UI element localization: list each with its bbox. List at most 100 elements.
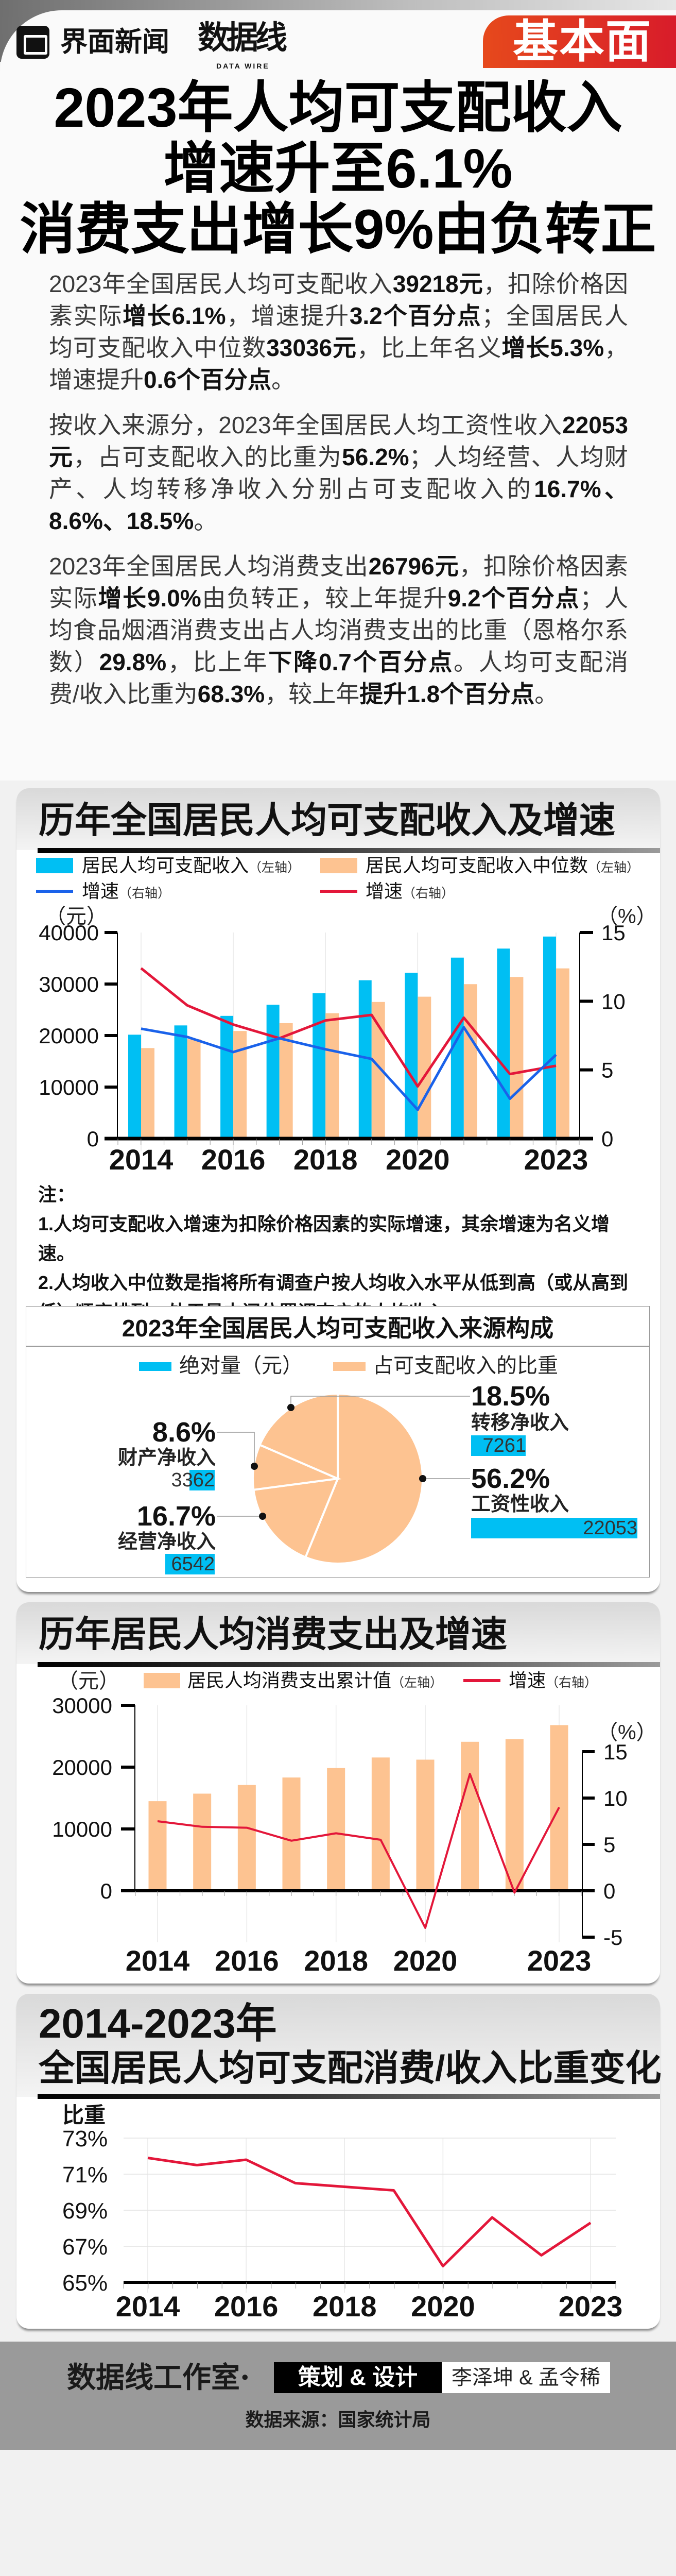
bar-median-2015 — [187, 1039, 201, 1139]
left-tick-label: 40000 — [39, 921, 99, 945]
bar-income-2022 — [497, 948, 510, 1139]
pie-title: 2023年全国居民人均可支配收入来源构成 — [122, 1315, 554, 1342]
left-axis-unit: （元） — [45, 905, 107, 928]
body-text: ，占可支配收入的比重为 — [73, 444, 342, 470]
left-tick-label: 0 — [100, 1879, 112, 1903]
chart-notes: 注： 1.人均可支配收入增速为扣除价格因素的实际增速，其余增速为名义增速。 2.… — [38, 1180, 640, 1327]
legend-real-growth: 增速（右轴） — [82, 880, 171, 902]
y-tick-label: 73% — [62, 2126, 108, 2151]
legend-share: 占可支配收入的比重 — [373, 1354, 558, 1377]
pie-label-wage-pct: 56.2% — [471, 1463, 550, 1494]
badge-label: 基本面 — [513, 16, 652, 67]
pie-label-business-pct: 16.7% — [136, 1501, 216, 1532]
bar-median-2014 — [141, 1048, 154, 1139]
body-text: ；全国居民人均可支配收入中位数 — [49, 302, 628, 361]
legend-consumption: 居民人均消费支出累计值（左轴） — [187, 1670, 443, 1691]
title-underline — [38, 2094, 660, 2099]
legend-line-real-growth — [36, 890, 73, 893]
highlight-text: 68.3% — [197, 681, 265, 707]
studio-name: 数据线工作室· — [67, 2361, 250, 2395]
body-text: 2023年全国居民人均消费支出 — [49, 553, 369, 580]
body-text: 2023年全国居民人均可支配收入 — [49, 270, 393, 297]
paragraph-income-source: 按收入来源分，2023年全国居民人均工资性收入22053元，占可支配收入的比重为… — [49, 409, 628, 537]
left-tick-label: 0 — [87, 1127, 99, 1151]
title-underline — [38, 848, 660, 853]
legend-swatch-absolute — [139, 1362, 171, 1371]
body-text: 。人均可支配消费/收入比重为 — [49, 649, 629, 707]
paragraph-consumption: 2023年全国居民人均消费支出26796元，扣除价格因素实际增长9.0%由负转正… — [49, 550, 628, 710]
pie-label-wage: 工资性收入 — [471, 1494, 569, 1515]
data-source: 数据来源：国家统计局 — [245, 2409, 431, 2430]
headline-line-1: 2023年人均可支配收入 — [54, 76, 622, 139]
y-tick-label: 69% — [62, 2198, 108, 2224]
bar-income-2014 — [128, 1035, 141, 1139]
x-tick-label: 2018 — [293, 1143, 358, 1176]
legend-swatch-income — [36, 858, 73, 873]
left-axis-unit: （元） — [58, 1670, 119, 1692]
leader-line — [217, 1432, 255, 1466]
left-tick-label: 30000 — [39, 972, 99, 996]
ratio-chart-title-line-1: 2014-2023年 — [39, 2001, 277, 2046]
pie-label-property: 财产净收入 — [117, 1447, 216, 1469]
right-tick-label: 15 — [603, 1740, 628, 1764]
bar-consumption-2021 — [461, 1741, 479, 1891]
bar-income-2016 — [220, 1015, 234, 1139]
body-text: ，增速提升 — [226, 302, 350, 329]
left-tick-label: 10000 — [39, 1075, 99, 1099]
leader-line — [290, 1396, 470, 1408]
legend-swatch-consumption — [144, 1673, 180, 1688]
leader-dot — [287, 1404, 294, 1411]
legend-line-median-growth — [320, 890, 357, 893]
highlight-text: 9.2个百分点 — [447, 585, 580, 612]
body-text: ，比上年名义 — [356, 334, 502, 361]
body-text: ，扣除价格因素实际 — [49, 270, 628, 329]
right-tick-label: 10 — [601, 989, 626, 1013]
x-tick-label: 2018 — [313, 2290, 377, 2323]
bar-median-2021 — [463, 984, 477, 1139]
brand-jiemian: 界面新闻 — [60, 27, 169, 57]
left-tick-label: 20000 — [39, 1024, 99, 1048]
credit-role: 策划 & 设计 — [274, 2362, 442, 2393]
body-text: 由负转正，较上年提升 — [201, 585, 448, 612]
value-bar-property — [189, 1470, 215, 1490]
body-text: ，比上年 — [166, 649, 269, 675]
highlight-text: 39218元 — [392, 270, 483, 297]
x-tick-label: 2016 — [214, 2290, 279, 2323]
title-underline — [38, 1662, 660, 1667]
bar-income-2017 — [266, 1005, 280, 1139]
card-header — [16, 788, 660, 850]
highlight-text: 0.6个百分点 — [144, 366, 271, 393]
bar-consumption-2019 — [371, 1757, 390, 1891]
body-text: 。 — [194, 507, 218, 534]
line-consumption-growth — [157, 1773, 560, 1929]
legend-line-consumption-growth — [463, 1679, 500, 1682]
bar-income-2018 — [313, 993, 326, 1139]
pie-value-property: 3362 — [171, 1469, 215, 1491]
line-real-growth — [141, 1026, 557, 1111]
legend-median: 居民人均可支配收入中位数（左轴） — [366, 855, 640, 876]
bar-median-2018 — [325, 1013, 339, 1139]
highlight-text: 增长6.1% — [123, 302, 226, 329]
highlight-text: 下降0.7个百分点 — [268, 649, 454, 675]
legend-income: 居民人均可支配收入（左轴） — [82, 855, 301, 876]
pie-value-wage: 22053 — [583, 1517, 637, 1539]
y-tick-label: 65% — [62, 2270, 108, 2296]
value-bar-business — [165, 1554, 215, 1574]
right-tick-label: 15 — [601, 921, 626, 945]
right-tick-label: 0 — [603, 1879, 615, 1903]
card-header — [16, 1994, 660, 2097]
right-axis-unit: （%） — [597, 1721, 657, 1744]
x-tick-label: 2016 — [215, 1944, 279, 1977]
bar-consumption-2015 — [193, 1793, 212, 1891]
leader-dot — [259, 1513, 266, 1520]
bar-consumption-2018 — [327, 1768, 345, 1891]
ratio-chart-title-line-2: 全国居民人均可支配消费/收入比重变化 — [39, 2048, 662, 2088]
body-text: 。 — [534, 681, 559, 707]
highlight-text: 增长9.0% — [98, 585, 201, 612]
ratio-card: 2014-2023年 全国居民人均可支配消费/收入比重变化 — [16, 1994, 662, 2329]
x-tick-label: 2020 — [411, 2290, 475, 2323]
note-heading: 注： — [38, 1184, 76, 1205]
right-tick-label: 0 — [601, 1127, 613, 1151]
note-1: 1.人均可支配收入增速为扣除价格因素的实际增速，其余增速为名义增速。 — [38, 1213, 610, 1264]
bar-consumption-2016 — [237, 1785, 256, 1891]
